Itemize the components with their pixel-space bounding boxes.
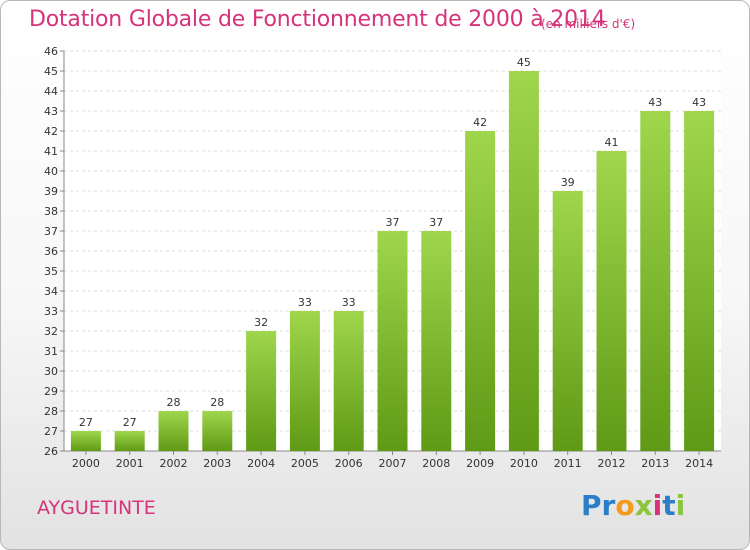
y-tick-label: 27 [44, 425, 58, 438]
bar-2003 [202, 411, 233, 451]
bar-2006 [333, 311, 364, 451]
data-label-2008: 37 [429, 216, 443, 229]
y-tick-label: 33 [44, 305, 58, 318]
bar-2012 [596, 151, 627, 451]
y-tick-label: 40 [44, 165, 58, 178]
y-tick-label: 42 [44, 125, 58, 138]
x-tick-label-2000: 2000 [72, 457, 100, 470]
bar-2002 [158, 411, 189, 451]
y-tick-label: 29 [44, 385, 58, 398]
y-tick-label: 39 [44, 185, 58, 198]
bar-2005 [289, 311, 320, 451]
y-tick-label: 31 [44, 345, 58, 358]
data-label-2012: 41 [605, 136, 619, 149]
y-tick-label: 46 [44, 45, 58, 58]
data-label-2001: 27 [123, 416, 137, 429]
bar-2007 [377, 231, 408, 451]
bar-2008 [421, 231, 452, 451]
bar-2001 [114, 431, 145, 451]
y-tick-label: 32 [44, 325, 58, 338]
data-label-2014: 43 [692, 96, 706, 109]
y-tick-label: 35 [44, 265, 58, 278]
data-label-2000: 27 [79, 416, 93, 429]
bar-2011 [552, 191, 583, 451]
y-tick-label: 36 [44, 245, 58, 258]
x-tick-label-2011: 2011 [554, 457, 582, 470]
y-tick-label: 34 [44, 285, 58, 298]
y-tick-label: 37 [44, 225, 58, 238]
y-tick-label: 43 [44, 105, 58, 118]
data-label-2002: 28 [167, 396, 181, 409]
data-label-2007: 37 [386, 216, 400, 229]
y-tick-label: 28 [44, 405, 58, 418]
y-tick-label: 44 [44, 85, 58, 98]
data-label-2003: 28 [210, 396, 224, 409]
bar-2013 [640, 111, 671, 451]
data-label-2006: 33 [342, 296, 356, 309]
chart-title: Dotation Globale de Fonctionnement de 20… [29, 7, 606, 32]
x-tick-label-2012: 2012 [598, 457, 626, 470]
x-tick-label-2013: 2013 [641, 457, 669, 470]
x-tick-label-2002: 2002 [160, 457, 188, 470]
y-tick-label: 38 [44, 205, 58, 218]
x-tick-label-2008: 2008 [422, 457, 450, 470]
bar-2000 [70, 431, 101, 451]
x-tick-label-2001: 2001 [116, 457, 144, 470]
proxiti-logo: Proxiti [581, 489, 686, 522]
x-tick-label-2003: 2003 [203, 457, 231, 470]
data-label-2004: 32 [254, 316, 268, 329]
bar-2004 [246, 331, 277, 451]
data-label-2009: 42 [473, 116, 487, 129]
y-tick-label: 26 [44, 445, 58, 458]
bar-2014 [684, 111, 715, 451]
data-label-2005: 33 [298, 296, 312, 309]
x-tick-label-2010: 2010 [510, 457, 538, 470]
y-tick-label: 41 [44, 145, 58, 158]
x-tick-label-2006: 2006 [335, 457, 363, 470]
y-tick-label: 45 [44, 65, 58, 78]
y-tick-label: 30 [44, 365, 58, 378]
data-label-2010: 45 [517, 56, 531, 69]
x-tick-label-2004: 2004 [247, 457, 275, 470]
x-tick-label-2009: 2009 [466, 457, 494, 470]
bar-2009 [465, 131, 496, 451]
bar-2010 [508, 71, 539, 451]
data-label-2013: 43 [648, 96, 662, 109]
x-tick-label-2014: 2014 [685, 457, 713, 470]
commune-name: AYGUETINTE [37, 497, 156, 519]
chart-subtitle: (en milliers d'€) [541, 17, 636, 31]
x-tick-label-2007: 2007 [379, 457, 407, 470]
data-label-2011: 39 [561, 176, 575, 189]
x-tick-label-2005: 2005 [291, 457, 319, 470]
